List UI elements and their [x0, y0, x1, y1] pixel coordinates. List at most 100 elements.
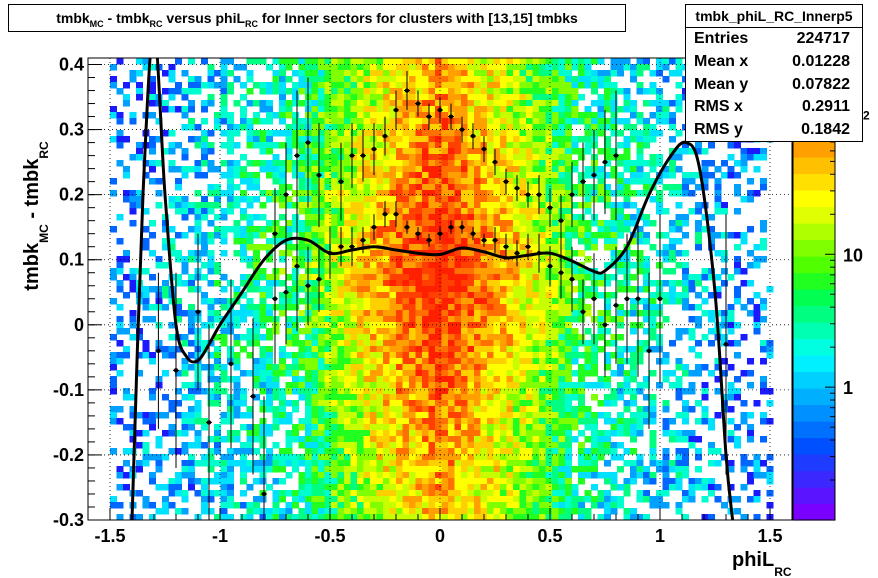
heatmap-cell	[428, 418, 436, 425]
heatmap-cell	[318, 82, 325, 89]
heatmap-cell	[116, 322, 124, 329]
heatmap-cell	[565, 310, 572, 317]
heatmap-cell	[435, 388, 442, 395]
heatmap-cell	[344, 508, 351, 515]
heatmap-cell	[532, 400, 540, 407]
heatmap-cell	[240, 478, 247, 485]
heatmap-cell	[610, 340, 618, 347]
heatmap-cell	[578, 394, 585, 401]
heatmap-cell	[545, 244, 553, 251]
heatmap-cell	[357, 190, 364, 197]
heatmap-cell	[246, 130, 254, 137]
heatmap-cell	[565, 376, 572, 383]
heatmap-cell	[240, 388, 247, 395]
heatmap-cell	[480, 268, 488, 275]
heatmap-cell	[493, 124, 501, 131]
heatmap-cell	[506, 232, 514, 239]
heatmap-cell	[383, 178, 390, 185]
heatmap-cell	[441, 424, 449, 431]
heatmap-cell	[253, 142, 260, 149]
heatmap-cell	[383, 460, 390, 467]
heatmap-cell	[298, 136, 306, 143]
heatmap-cell	[259, 136, 267, 143]
heatmap-cell	[493, 292, 501, 299]
heatmap-cell	[240, 490, 247, 497]
heatmap-cell	[532, 58, 540, 65]
heatmap-cell	[441, 208, 449, 215]
heatmap-cell	[428, 70, 436, 77]
heatmap-cell	[480, 196, 488, 203]
heatmap-cell	[383, 310, 390, 317]
heatmap-cell	[305, 322, 312, 329]
heatmap-cell	[545, 76, 553, 83]
heatmap-cell	[376, 460, 384, 467]
heatmap-cell	[539, 466, 546, 473]
heatmap-cell	[513, 496, 520, 503]
heatmap-cell	[571, 340, 579, 347]
heatmap-cell	[409, 424, 416, 431]
heatmap-cell	[526, 406, 533, 413]
heatmap-cell	[272, 178, 280, 185]
heatmap-cell	[415, 334, 423, 341]
heatmap-cell	[435, 310, 442, 317]
heatmap-cell	[474, 82, 481, 89]
heatmap-cell	[376, 70, 384, 77]
heatmap-cell	[500, 142, 507, 149]
heatmap-cell	[454, 478, 462, 485]
heatmap-cell	[285, 334, 293, 341]
heatmap-cell	[324, 346, 332, 353]
heatmap-cell	[305, 448, 312, 455]
heatmap-cell	[545, 334, 553, 341]
heatmap-cell	[253, 508, 260, 515]
heatmap-cell	[506, 136, 514, 143]
heatmap-cell	[526, 136, 533, 143]
heatmap-cell	[584, 352, 592, 359]
heatmap-cell	[513, 274, 520, 281]
heatmap-cell	[383, 454, 390, 461]
heatmap-cell	[389, 358, 397, 365]
heatmap-cell	[357, 322, 364, 329]
heatmap-cell	[214, 82, 221, 89]
heatmap-cell	[545, 106, 553, 113]
heatmap-cell	[409, 394, 416, 401]
heatmap-cell	[233, 430, 241, 437]
heatmap-cell	[110, 268, 117, 275]
heatmap-cell	[357, 232, 364, 239]
heatmap-cell	[565, 400, 572, 407]
heatmap-cell	[311, 124, 319, 131]
heatmap-cell	[324, 70, 332, 77]
heatmap-cell	[461, 460, 468, 467]
heatmap-cell	[545, 112, 553, 119]
heatmap-cell	[584, 220, 592, 227]
heatmap-cell	[279, 400, 286, 407]
heatmap-cell	[253, 430, 260, 437]
heatmap-cell	[376, 496, 384, 503]
heatmap-cell	[506, 208, 514, 215]
heatmap-cell	[558, 484, 566, 491]
heatmap-cell	[636, 58, 644, 65]
heatmap-cell	[311, 220, 319, 227]
heatmap-cell	[630, 412, 637, 419]
heatmap-cell	[331, 196, 338, 203]
heatmap-cell	[435, 208, 442, 215]
heatmap-cell	[552, 202, 559, 209]
heatmap-cell	[194, 160, 202, 167]
heatmap-cell	[506, 436, 514, 443]
heatmap-cell	[266, 286, 273, 293]
heatmap-cell	[292, 268, 299, 275]
heatmap-cell	[487, 466, 494, 473]
heatmap-cell	[214, 118, 221, 125]
heatmap-cell	[292, 328, 299, 335]
heatmap-cell	[610, 472, 618, 479]
heatmap-cell	[597, 274, 605, 281]
heatmap-cell	[578, 508, 585, 515]
heatmap-cell	[480, 454, 488, 461]
heatmap-cell	[441, 268, 449, 275]
heatmap-cell	[214, 436, 221, 443]
heatmap-cell	[266, 394, 273, 401]
heatmap-cell	[402, 334, 410, 341]
heatmap-cell	[487, 292, 494, 299]
heatmap-cell	[259, 364, 267, 371]
heatmap-cell	[318, 478, 325, 485]
heatmap-cell	[285, 88, 293, 95]
